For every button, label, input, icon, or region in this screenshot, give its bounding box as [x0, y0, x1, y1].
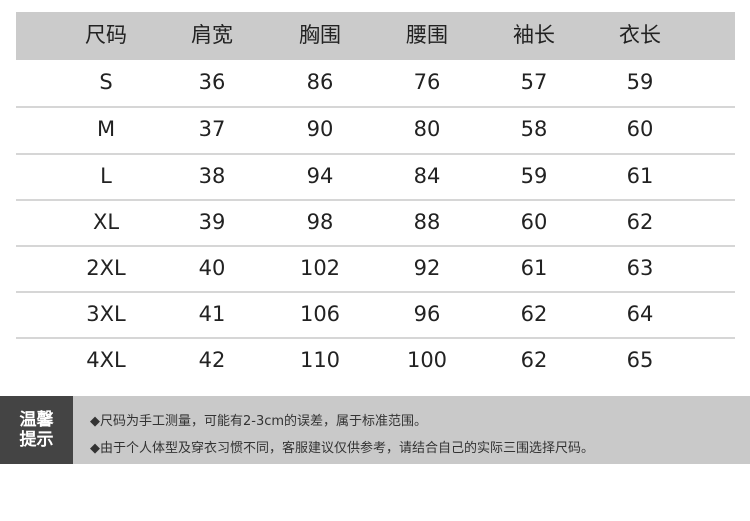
row-divider — [16, 291, 735, 293]
table-cell: 41 — [198, 302, 226, 326]
table-cell: 36 — [198, 70, 226, 94]
table-cell: 3XL — [86, 302, 126, 326]
table-cell: 76 — [413, 70, 441, 94]
table-cell: 2XL — [86, 256, 126, 280]
table-cell: 60 — [520, 210, 548, 234]
row-divider — [16, 337, 735, 339]
row-divider — [16, 199, 735, 201]
table-cell: 42 — [198, 348, 226, 372]
tips-label-line: 提示 — [19, 430, 54, 450]
table-row: XL 39 98 88 60 62 — [16, 200, 735, 247]
table-cell: 65 — [626, 348, 654, 372]
table-row: L 38 94 84 59 61 — [16, 154, 735, 201]
table-cell: 4XL — [86, 348, 126, 372]
table-cell: 59 — [520, 164, 548, 188]
tips-panel: 温馨 提示 ◆尺码为手工测量，可能有2-3cm的误差，属于标准范围。 ◆由于个人体… — [0, 396, 750, 464]
table-cell: 37 — [198, 117, 226, 141]
table-cell: 63 — [626, 256, 654, 280]
table-cell: 38 — [198, 164, 226, 188]
table-cell: 106 — [299, 302, 341, 326]
table-cell: 102 — [299, 256, 341, 280]
table-cell: 58 — [520, 117, 548, 141]
column-header: 袖长 — [513, 23, 555, 47]
column-header: 腰围 — [406, 23, 448, 47]
table-row: 2XL 40 102 92 61 63 — [16, 246, 735, 293]
column-header: 胸围 — [299, 23, 341, 47]
table-cell: 60 — [626, 117, 654, 141]
table-cell: 61 — [520, 256, 548, 280]
table-cell: S — [99, 70, 113, 94]
table-cell: 90 — [306, 117, 334, 141]
table-cell: 57 — [520, 70, 548, 94]
table-row: 3XL 41 106 96 62 64 — [16, 292, 735, 339]
row-divider — [16, 106, 735, 108]
column-header: 衣长 — [619, 23, 661, 47]
table-cell: 92 — [413, 256, 441, 280]
table-cell: 62 — [520, 302, 548, 326]
column-header: 肩宽 — [191, 23, 233, 47]
table-cell: 59 — [626, 70, 654, 94]
tip-item: ◆尺码为手工测量，可能有2-3cm的误差，属于标准范围。 — [90, 414, 428, 429]
table-cell: 80 — [413, 117, 441, 141]
table-cell: L — [100, 164, 112, 188]
tips-label-line: 温馨 — [19, 410, 54, 430]
column-header: 尺码 — [85, 23, 127, 47]
table-cell: 94 — [306, 164, 334, 188]
table-cell: 39 — [198, 210, 226, 234]
table-row: M 37 90 80 58 60 — [16, 107, 735, 154]
table-row: S 36 86 76 57 59 — [16, 60, 735, 107]
tip-item: ◆由于个人体型及穿衣习惯不同，客服建议仅供参考，请结合自己的实际三围选择尺码。 — [90, 441, 594, 456]
tips-label: 温馨 提示 — [0, 396, 73, 464]
table-cell: 62 — [520, 348, 548, 372]
table-cell: 96 — [413, 302, 441, 326]
table-row: 4XL 42 110 100 62 65 — [16, 338, 735, 385]
table-cell: 110 — [299, 348, 341, 372]
table-cell: 88 — [413, 210, 441, 234]
table-cell: 64 — [626, 302, 654, 326]
table-header: 尺码 肩宽 胸围 腰围 袖长 衣长 — [16, 12, 735, 60]
table-cell: XL — [92, 210, 120, 234]
table-cell: 84 — [413, 164, 441, 188]
row-divider — [16, 245, 735, 247]
table-cell: 61 — [626, 164, 654, 188]
table-cell: 40 — [198, 256, 226, 280]
table-cell: 100 — [406, 348, 448, 372]
table-cell: M — [96, 117, 116, 141]
table-cell: 98 — [306, 210, 334, 234]
table-cell: 86 — [306, 70, 334, 94]
table-cell: 62 — [626, 210, 654, 234]
row-divider — [16, 153, 735, 155]
